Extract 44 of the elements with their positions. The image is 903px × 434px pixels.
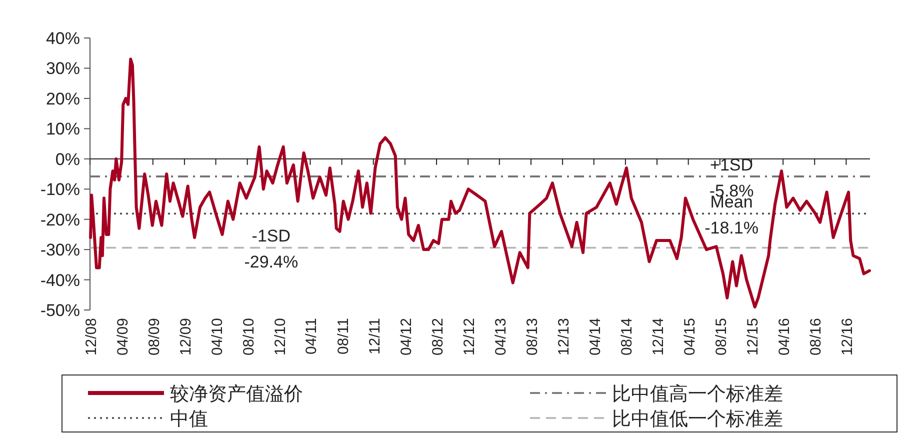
annotation: -1SD: [252, 226, 291, 246]
x-tick-label: 12/13: [556, 318, 573, 356]
x-tick-label: 04/14: [586, 318, 604, 356]
x-tick-label: 04/16: [776, 318, 794, 356]
line-series: [89, 58, 871, 308]
x-tick-label: 08/11: [334, 318, 352, 354]
x-tick-label: 04/13: [492, 318, 510, 356]
y-tick-label: 0%: [55, 150, 80, 169]
x-tick-label: 04/12: [398, 318, 415, 356]
x-tick-label: 12/10: [272, 318, 289, 356]
annotation: +1SD: [710, 155, 754, 174]
legend-label: 中值: [170, 408, 208, 430]
x-tick-label: 08/09: [146, 318, 163, 356]
x-tick-label: 08/16: [808, 318, 825, 356]
x-tick-label: 12/16: [839, 318, 856, 356]
legend-label: 比中值高一个标准差: [612, 383, 783, 405]
y-tick-label: -30%: [40, 240, 80, 260]
x-tick-label: 08/12: [430, 318, 447, 356]
annotation: -18.1%: [704, 218, 758, 238]
x-tick-label: 04/09: [114, 318, 132, 356]
x-tick-label: 08/13: [524, 318, 541, 356]
y-tick-label: -20%: [40, 210, 80, 230]
x-tick-label: 12/15: [744, 318, 762, 356]
x-tick-label: 08/15: [712, 318, 730, 356]
y-tick-label: 30%: [46, 59, 80, 78]
x-tick-label: 12/11: [366, 318, 384, 354]
legend-label: 较净资产值溢价: [170, 383, 303, 405]
x-tick-label: 12/14: [650, 318, 668, 356]
x-tick-label: 12/09: [177, 318, 194, 356]
y-tick-label: 40%: [46, 29, 80, 48]
y-tick-label: 10%: [46, 120, 80, 139]
y-tick-label: 20%: [46, 89, 80, 108]
x-tick-label: 04/10: [208, 318, 226, 356]
x-tick-label: 12/12: [461, 318, 478, 356]
annotation: -29.4%: [244, 252, 298, 272]
y-tick-label: -10%: [40, 180, 80, 200]
x-tick-label: 04/11: [303, 318, 320, 354]
x-tick-label: 04/15: [681, 318, 698, 356]
y-tick-label: -40%: [40, 270, 80, 290]
x-tick-label: 08/10: [240, 318, 258, 356]
legend-label: 比中值低一个标准差: [612, 408, 783, 430]
x-tick-label: 12/08: [83, 318, 100, 356]
x-tick-label: 08/14: [618, 318, 636, 356]
y-tick-label: -50%: [40, 301, 80, 320]
